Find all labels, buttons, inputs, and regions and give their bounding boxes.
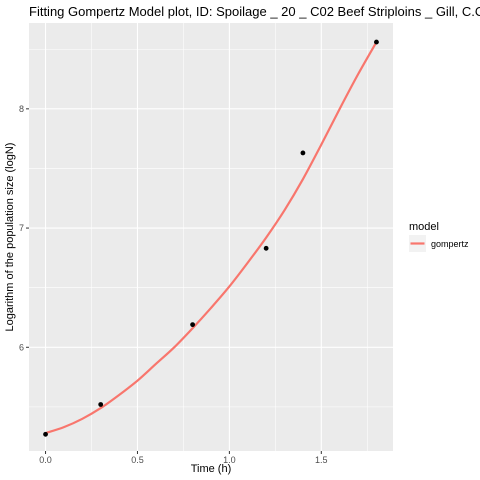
data-point [190,322,196,328]
data-point [374,39,379,45]
series-line-gompertz [44,40,378,435]
legend-label-gompertz: gompertz [431,239,469,249]
data-point [98,402,104,407]
y-axis-label: Logarithm of the population size (logN) [4,143,16,332]
x-tick-label: 0.0 [39,455,52,465]
x-tick-label: 0.5 [131,455,144,465]
legend-title: model [409,221,439,233]
y-tick-label: 8 [19,104,24,114]
x-axis-label: Time (h) [191,463,232,475]
data-point [263,245,269,251]
plot-panel [29,23,393,451]
x-tick-label: 1.0 [223,455,236,465]
y-tick-label: 7 [19,223,24,233]
data-point [43,431,48,437]
y-tick-label: 6 [19,342,24,352]
chart-title: Fitting Gompertz Model plot, ID: Spoilag… [29,4,480,19]
x-tick-label: 1.5 [315,455,328,465]
legend: model gompertz [409,221,469,252]
data-point [300,150,306,156]
